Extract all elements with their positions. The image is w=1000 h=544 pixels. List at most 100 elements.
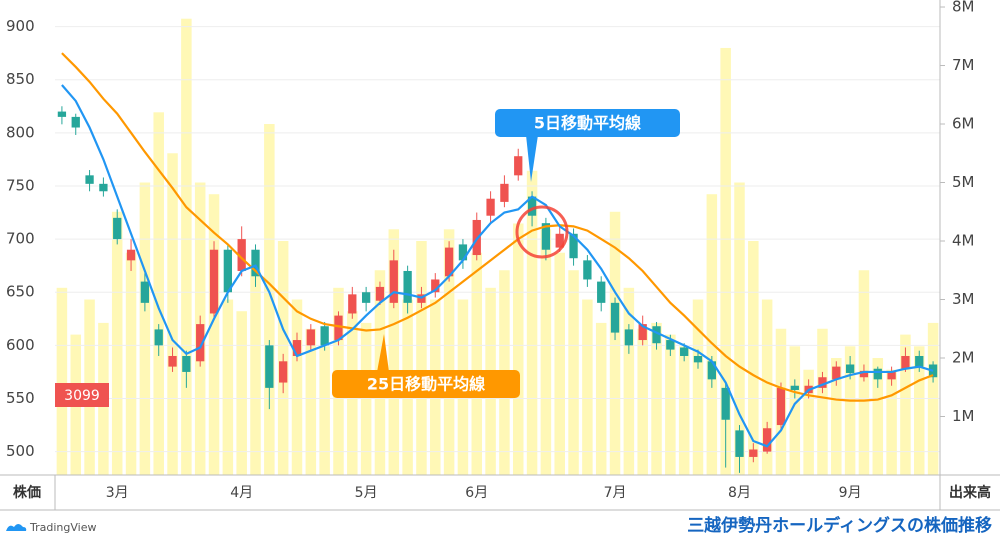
volume-bar <box>886 369 897 475</box>
volume-bar <box>305 328 317 475</box>
candle-body <box>196 324 205 362</box>
volume-bar <box>637 328 648 475</box>
volume-bar <box>706 194 718 475</box>
candle-body <box>154 329 163 346</box>
callout-text: 5日移動平均線 <box>534 114 641 133</box>
logo-icon <box>6 524 27 531</box>
overlay-layer: 5日移動平均線 25日移動平均線 3099 <box>55 109 680 407</box>
price-badge-text: 3099 <box>64 388 100 404</box>
volume-bar <box>471 252 483 475</box>
x-tick-label: 3月 <box>106 485 129 501</box>
y2-tick-label: 1M <box>952 407 975 425</box>
volume-bar <box>139 182 151 475</box>
candle-body <box>790 385 799 390</box>
volume-bar <box>111 211 123 475</box>
candle-body <box>859 370 869 378</box>
candle-body <box>431 279 440 293</box>
volume-bar <box>803 369 814 475</box>
candle-body <box>638 324 647 341</box>
volume-bar <box>291 299 303 475</box>
volume-bar <box>623 287 635 475</box>
volume-bar <box>872 358 884 475</box>
candle-body <box>389 260 398 303</box>
volume-bar <box>236 311 247 475</box>
candle-body <box>928 364 938 378</box>
volume-bar <box>319 346 330 475</box>
callout-box <box>332 370 520 398</box>
y2-axis-label: 出来高 <box>949 484 991 501</box>
y-tick-label: 800 <box>6 123 35 141</box>
candle-body <box>140 281 150 303</box>
candle-body <box>251 249 260 277</box>
volume-bar <box>264 124 275 476</box>
volume-bar <box>443 229 455 475</box>
y-tick-label: 650 <box>6 283 35 301</box>
candle-body <box>707 361 716 380</box>
x-tick-label: 4月 <box>230 485 253 501</box>
callout-pointer <box>377 334 389 372</box>
price-badge <box>55 383 109 407</box>
candle-body <box>680 347 689 356</box>
y2-tick-label: 7M <box>952 56 975 74</box>
candle-body <box>652 326 661 344</box>
volume-bar <box>181 18 192 476</box>
volume-bar <box>609 211 621 475</box>
candle-body <box>306 329 315 346</box>
volume-bar <box>416 241 427 475</box>
candle-body <box>126 249 136 261</box>
volume-bar <box>512 223 524 475</box>
candle-body <box>361 292 371 303</box>
y2-tick-label: 3M <box>952 290 975 308</box>
x-tick-label: 5月 <box>355 485 378 501</box>
y-tick-label: 850 <box>6 70 35 88</box>
highlight-circle <box>515 205 569 259</box>
volume-bar <box>554 252 565 475</box>
y-axis-label: 株価 <box>13 484 41 501</box>
volume-bar <box>844 346 856 475</box>
volume-bar <box>208 194 220 475</box>
volume-bar <box>540 229 552 475</box>
callout-box <box>495 109 680 137</box>
x-tick-label: 8月 <box>728 485 751 501</box>
y2-tick-label: 2M <box>952 349 975 367</box>
candle-body <box>292 340 302 356</box>
candle-body <box>541 223 551 250</box>
candle-body <box>182 355 191 372</box>
volume-bar <box>568 270 579 475</box>
y-tick-label: 900 <box>6 17 35 35</box>
volume-bar <box>222 299 234 475</box>
candle-body <box>555 233 564 248</box>
volume-bar <box>789 346 801 475</box>
y-tick-label: 550 <box>6 389 35 407</box>
candle-body <box>444 247 454 277</box>
volume-bar <box>665 334 676 475</box>
candle-body <box>887 371 896 380</box>
ma25-line <box>61 52 934 402</box>
candle-body <box>527 196 537 216</box>
volume-bar <box>831 358 842 475</box>
candle-body <box>763 428 772 452</box>
candle-body <box>209 249 219 314</box>
candle-body <box>57 111 67 117</box>
candle-body <box>237 239 246 271</box>
candle-body <box>71 116 80 128</box>
candle-body <box>486 198 495 216</box>
candle-body <box>597 281 606 303</box>
candle-body <box>320 326 329 346</box>
candle-body <box>610 302 620 333</box>
volume-bar <box>720 47 731 475</box>
candle-body <box>749 449 758 457</box>
ma5-line <box>61 84 934 448</box>
candle-body <box>265 345 274 388</box>
volume-bar <box>761 299 773 475</box>
volume-bar <box>388 229 400 475</box>
x-tick-label: 6月 <box>465 485 488 501</box>
volume-bar <box>250 270 261 475</box>
volume-bar <box>153 112 164 475</box>
candle-body <box>403 270 412 303</box>
volume-bar <box>526 170 538 475</box>
volume-bar <box>582 299 593 475</box>
candle-body <box>873 368 882 380</box>
volume-bar <box>692 299 704 475</box>
